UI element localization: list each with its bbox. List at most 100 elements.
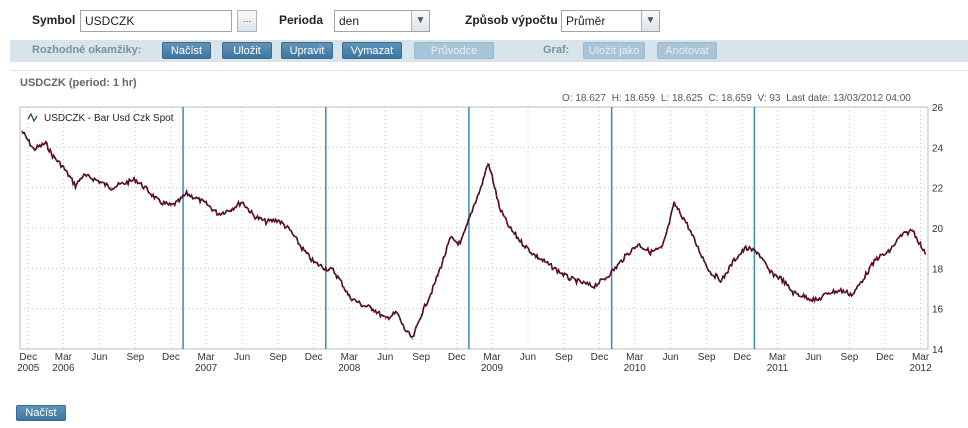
data-point bbox=[396, 312, 398, 314]
x-tick-year-label: 2007 bbox=[195, 363, 218, 374]
chevron-down-icon[interactable]: ▼ bbox=[411, 11, 429, 31]
chart-title: USDCZK (period: 1 hr) bbox=[20, 77, 137, 89]
data-point bbox=[828, 291, 830, 294]
data-point bbox=[51, 154, 54, 156]
x-tick-label: Dec bbox=[305, 352, 323, 363]
data-point bbox=[134, 179, 136, 181]
chart-panel: USDCZK (period: 1 hr) O: 18.627 H: 18.65… bbox=[10, 70, 968, 400]
data-point bbox=[745, 247, 747, 249]
data-point bbox=[487, 162, 489, 165]
data-point bbox=[580, 281, 582, 284]
x-tick-year-label: 2010 bbox=[624, 363, 647, 374]
x-tick-label: Dec bbox=[876, 352, 894, 363]
data-point bbox=[544, 261, 546, 263]
x-tick-year-label: 2012 bbox=[909, 363, 932, 374]
symbol-browse-button[interactable]: ... bbox=[237, 10, 257, 32]
data-point bbox=[804, 295, 806, 298]
data-point bbox=[816, 300, 818, 302]
data-point bbox=[360, 304, 362, 306]
period-value: den bbox=[339, 14, 360, 28]
data-point bbox=[556, 269, 558, 271]
data-point bbox=[924, 253, 926, 255]
guide-button[interactable]: Průvodce bbox=[414, 42, 494, 59]
ohlc-close: C: 18.659 bbox=[708, 93, 752, 104]
data-point bbox=[98, 181, 100, 183]
load-button[interactable]: Načíst bbox=[16, 405, 66, 421]
data-point bbox=[912, 229, 914, 231]
annotate-button[interactable]: Anotovat bbox=[657, 42, 717, 59]
data-point bbox=[757, 251, 759, 253]
x-tick-label: Mar bbox=[198, 352, 216, 363]
x-tick-label: Sep bbox=[698, 352, 716, 363]
x-tick-label: Jun bbox=[377, 352, 393, 363]
chevron-down-icon[interactable]: ▼ bbox=[641, 11, 659, 31]
delete-decisions-button[interactable]: Vymazat bbox=[342, 42, 402, 59]
x-tick-label: Mar bbox=[626, 352, 644, 363]
data-point bbox=[348, 295, 350, 298]
data-point bbox=[508, 227, 511, 229]
y-tick-label: 26 bbox=[932, 103, 944, 114]
x-tick-label: Sep bbox=[269, 352, 287, 363]
data-point bbox=[792, 291, 794, 294]
data-point bbox=[62, 166, 65, 169]
data-point bbox=[194, 197, 196, 199]
data-point bbox=[604, 277, 606, 280]
data-point bbox=[45, 142, 47, 144]
data-point bbox=[649, 251, 651, 253]
data-point bbox=[769, 271, 771, 273]
data-point bbox=[459, 243, 461, 245]
x-tick-label: Mar bbox=[769, 352, 787, 363]
method-select[interactable]: Průměr ▼ bbox=[561, 10, 660, 32]
data-point bbox=[491, 174, 493, 177]
x-tick-label: Dec bbox=[19, 352, 37, 363]
data-point bbox=[840, 289, 842, 292]
x-tick-label: Jun bbox=[663, 352, 679, 363]
symbol-input[interactable]: USDCZK bbox=[80, 10, 232, 32]
data-point bbox=[465, 227, 467, 229]
data-point bbox=[325, 267, 327, 269]
data-point bbox=[697, 247, 699, 249]
data-point bbox=[289, 229, 291, 231]
data-point bbox=[614, 267, 616, 269]
data-point bbox=[532, 253, 535, 255]
data-point bbox=[122, 183, 124, 185]
load-decisions-button[interactable]: Načíst bbox=[162, 42, 211, 59]
x-tick-label: Sep bbox=[126, 352, 144, 363]
x-tick-label: Mar bbox=[483, 352, 501, 363]
data-point bbox=[384, 318, 386, 320]
data-point bbox=[313, 261, 315, 263]
edit-decisions-button[interactable]: Upravit bbox=[281, 42, 333, 59]
x-tick-label: Mar bbox=[55, 352, 73, 363]
data-point bbox=[229, 209, 231, 211]
data-point bbox=[626, 253, 628, 255]
y-tick-label: 24 bbox=[932, 143, 944, 154]
x-tick-label: Dec bbox=[733, 352, 751, 363]
data-point bbox=[592, 285, 594, 288]
data-point bbox=[852, 293, 854, 296]
data-point bbox=[473, 203, 475, 205]
toolbar: Symbol USDCZK ... Perioda den ▼ Způsob v… bbox=[0, 0, 968, 40]
x-tick-label: Sep bbox=[555, 352, 573, 363]
save-as-button[interactable]: Uložit jako bbox=[583, 42, 645, 59]
action-bar: Rozhodné okamžiky: Načíst Uložit Upravit… bbox=[10, 40, 968, 62]
period-select[interactable]: den ▼ bbox=[334, 10, 430, 32]
method-value: Průměr bbox=[566, 14, 606, 28]
data-point bbox=[667, 227, 669, 229]
x-tick-year-label: 2011 bbox=[767, 363, 789, 374]
x-tick-year-label: 2006 bbox=[52, 363, 75, 374]
data-point bbox=[90, 176, 92, 179]
legend-label: USDCZK - Bar Usd Czk Spot bbox=[44, 113, 174, 124]
data-point bbox=[637, 243, 639, 245]
data-point bbox=[340, 281, 343, 284]
ohlc-readout: O: 18.627 H: 18.659 L: 18.625 C: 18.659 … bbox=[562, 93, 914, 104]
data-point bbox=[177, 201, 179, 203]
data-point bbox=[332, 269, 334, 271]
graph-label: Graf: bbox=[543, 44, 570, 56]
x-tick-label: Jun bbox=[234, 352, 250, 363]
data-point bbox=[498, 207, 501, 209]
ohlc-high: H: 18.659 bbox=[611, 93, 656, 104]
save-decisions-button[interactable]: Uložit bbox=[222, 42, 272, 59]
data-point bbox=[420, 314, 422, 316]
y-tick-label: 18 bbox=[932, 264, 944, 275]
